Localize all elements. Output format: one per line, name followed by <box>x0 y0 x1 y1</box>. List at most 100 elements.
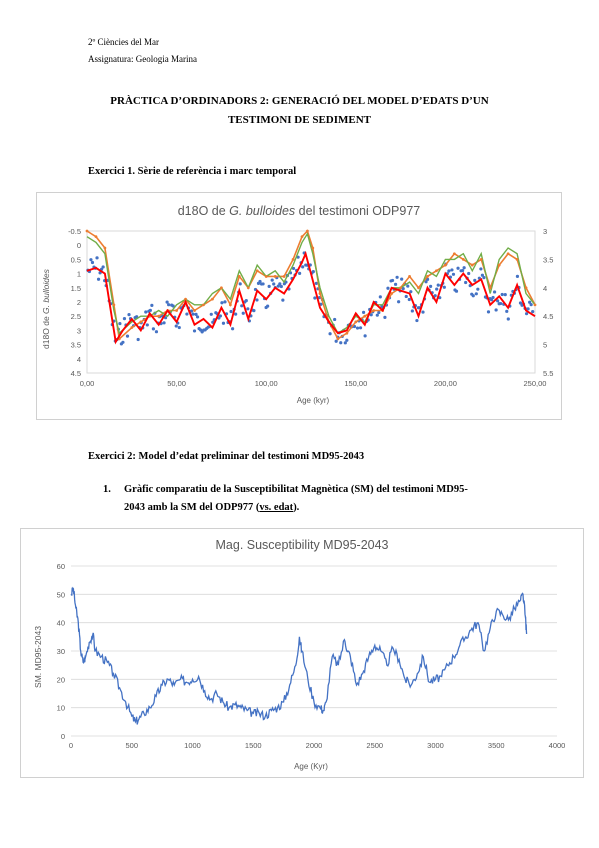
d18o-data-point <box>528 300 532 304</box>
d18o-data-point <box>355 326 360 330</box>
d18o-data-point <box>506 317 510 321</box>
d18o-orange-point <box>417 286 420 290</box>
d18o-orange-point <box>85 229 89 233</box>
d18o-orange-point <box>273 275 277 278</box>
d18o-data-point <box>163 316 168 320</box>
d18o-data-point <box>154 330 159 334</box>
d18o-y-left-tick: 1 <box>77 270 81 279</box>
d18o-data-point <box>529 302 533 307</box>
d18o-data-point <box>474 292 478 296</box>
ms-y-axis-label: SM. MD95-2043 <box>33 626 43 688</box>
d18o-orange-point <box>112 303 116 307</box>
d18o-data-point <box>393 282 398 286</box>
d18o-data-point <box>383 315 387 319</box>
d18o-data-point <box>314 281 318 285</box>
d18o-data-point <box>454 289 459 293</box>
d18o-data-point <box>531 309 535 314</box>
d18o-data-point <box>278 282 282 286</box>
d18o-data-point <box>244 299 248 303</box>
d18o-data-point <box>386 286 390 290</box>
d18o-data-point <box>162 321 166 325</box>
ms-x-tick: 1500 <box>245 741 262 750</box>
d18o-data-point <box>494 308 498 312</box>
d18o-y-left-tick: 0 <box>77 241 81 250</box>
d18o-data-point <box>496 299 500 303</box>
d18o-data-point <box>482 275 486 280</box>
d18o-data-point <box>252 308 256 313</box>
d18o-data-point <box>500 292 504 297</box>
d18o-data-point <box>148 308 152 312</box>
d18o-data-point <box>421 310 425 314</box>
d18o-orange-point <box>306 229 309 233</box>
d18o-data-point <box>358 326 363 330</box>
d18o-plot-area <box>86 230 536 374</box>
d18o-y-right-tick: 3.5 <box>543 255 553 264</box>
d18o-data-point <box>96 277 101 281</box>
d18o-data-point <box>89 258 93 262</box>
d18o-data-point <box>492 290 497 294</box>
ms-y-tick: 60 <box>57 562 65 571</box>
d18o-data-point <box>378 295 382 299</box>
d18o-data-point <box>491 295 495 300</box>
d18o-orange-point <box>94 235 98 239</box>
d18o-data-point <box>375 313 379 317</box>
item-number: 1. <box>103 484 111 495</box>
d18o-y-left-tick: 2.5 <box>71 312 81 321</box>
d18o-data-point <box>144 310 148 314</box>
d18o-data-point <box>473 278 477 282</box>
ms-x-axis-label: Age (Kyr) <box>294 762 328 771</box>
d18o-green-series-line <box>86 232 536 335</box>
d18o-orange-point <box>264 275 268 278</box>
d18o-orange-point <box>479 258 483 261</box>
d18o-orange-point <box>461 258 465 261</box>
d18o-data-point <box>229 309 233 314</box>
d18o-data-point <box>471 294 475 298</box>
d18o-y-right-tick: 5 <box>543 341 547 350</box>
d18o-data-point <box>433 294 437 298</box>
d18o-data-point <box>145 323 149 327</box>
d18o-data-point <box>456 266 460 270</box>
d18o-data-point <box>171 304 175 308</box>
d18o-data-point <box>221 321 226 325</box>
d18o-data-point <box>301 265 305 269</box>
d18o-orange-point <box>390 292 394 295</box>
d18o-data-point <box>121 340 125 344</box>
d18o-y-axis-label: d18O de G. bulloides <box>41 268 51 349</box>
d18o-orange-point <box>363 314 367 318</box>
d18o-data-point <box>447 269 451 273</box>
ms-chart: 0 10 20 30 40 50 60 0 500 1000 1500 2000 2500 3000 350… <box>33 562 565 771</box>
ms-x-tick: 3500 <box>488 741 505 750</box>
d18o-data-point <box>234 312 238 316</box>
d18o-data-point <box>505 309 509 313</box>
d18o-data-point <box>401 287 405 291</box>
d18o-data-point <box>436 283 440 287</box>
ms-x-tick: 3000 <box>427 741 444 750</box>
d18o-data-point <box>231 327 235 331</box>
d18o-orange-point <box>524 286 528 290</box>
d18o-x-tick: 250,00 <box>524 379 547 388</box>
d18o-orange-point <box>237 275 241 278</box>
d18o-data-point <box>363 334 367 338</box>
d18o-data-point <box>241 311 245 315</box>
d18o-chart-frame: d18O de G. bulloides del testimoni ODP97… <box>36 192 562 420</box>
d18o-x-axis-label: Age (kyr) <box>297 396 330 405</box>
d18o-orange-point <box>488 286 492 290</box>
d18o-data-point <box>118 321 122 326</box>
d18o-orange-point <box>318 292 322 295</box>
d18o-data-point <box>122 317 127 321</box>
exercise2-heading: Exercici 2: Model d’edat preliminar del … <box>88 451 365 462</box>
d18o-y-left-tick: -0.5 <box>68 227 81 236</box>
d18o-orange-point <box>515 258 519 261</box>
ms-y-tick: 30 <box>57 647 65 656</box>
d18o-orange-point <box>444 263 447 267</box>
d18o-data-point <box>377 310 381 315</box>
d18o-data-point <box>361 310 366 314</box>
d18o-orange-point <box>426 275 429 278</box>
d18o-orange-point <box>246 286 250 290</box>
d18o-data-point <box>400 277 404 281</box>
d18o-data-point <box>270 278 274 282</box>
d18o-y-left-tick: 2 <box>77 298 81 307</box>
d18o-orange-point <box>408 275 411 278</box>
d18o-y-left-tick: 1.5 <box>71 284 81 293</box>
ms-y-tick: 40 <box>57 619 65 628</box>
